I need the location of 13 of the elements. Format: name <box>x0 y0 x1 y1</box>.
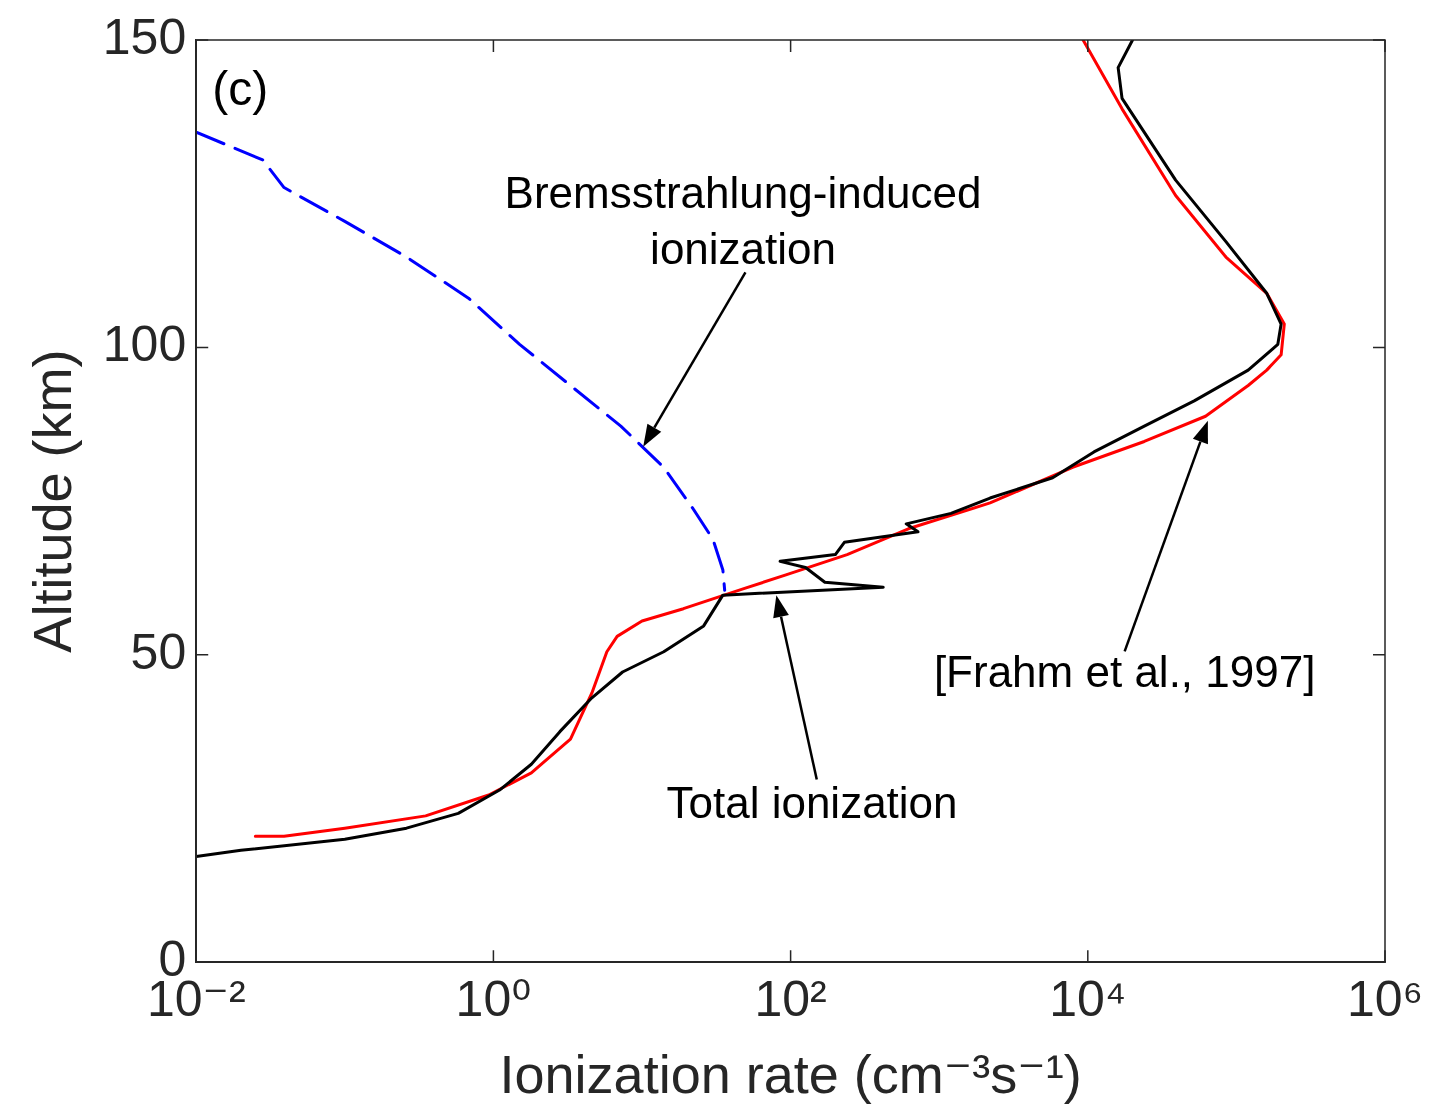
x-axis-title: Ionization rate (cm⁻³s⁻¹) <box>499 1044 1082 1105</box>
x-tick-label: 10⁶ <box>1346 970 1424 1027</box>
x-tick-label: 10² <box>754 970 827 1027</box>
annotation: [Frahm et al., 1997] <box>933 646 1316 696</box>
annotation: Total ionization <box>666 777 958 827</box>
y-tick-label: 100 <box>102 316 187 373</box>
annotation: Bremsstrahlung-induced ionization <box>504 167 982 273</box>
y-tick-label: 150 <box>102 8 187 65</box>
y-tick-label: 50 <box>130 623 187 680</box>
x-tick-label: 10⁴ <box>1049 970 1127 1027</box>
x-tick-label: 10⁰ <box>455 970 532 1027</box>
y-axis-title: Altitude (km) <box>22 349 83 653</box>
annotation: (c) <box>212 62 269 116</box>
